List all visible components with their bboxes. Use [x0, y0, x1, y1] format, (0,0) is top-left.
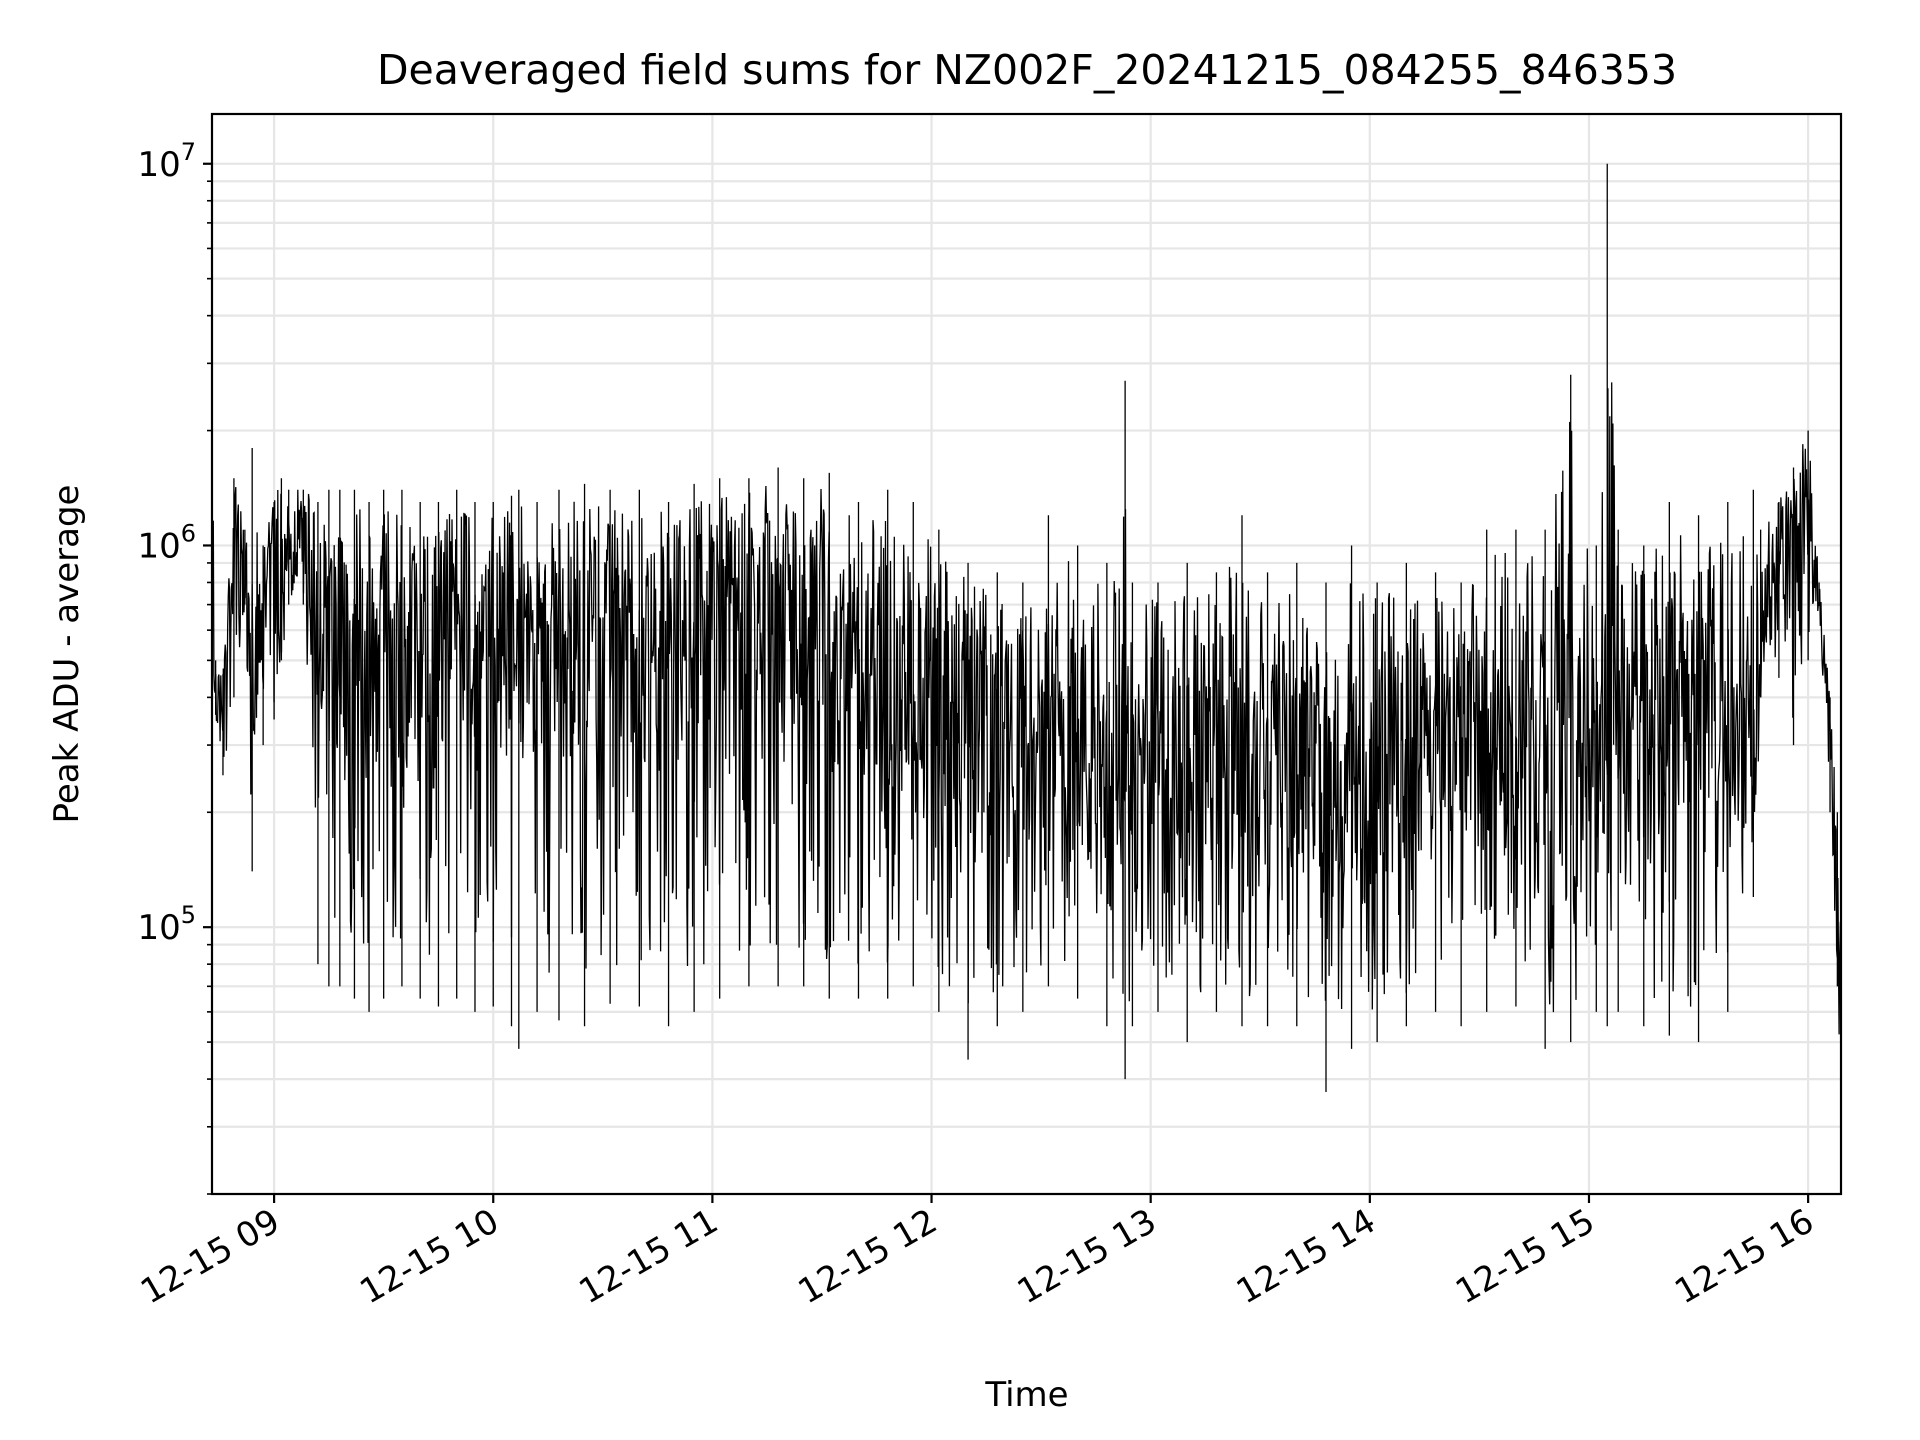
chart-title: Deaveraged field sums for NZ002F_2024121… [377, 46, 1677, 94]
x-axis-label: Time [984, 1375, 1068, 1415]
x-tick-label: 12-15 16 [1668, 1201, 1820, 1312]
y-tick-label: 107 [137, 138, 196, 185]
x-tick-label: 12-15 14 [1230, 1201, 1382, 1312]
x-tick-label: 12-15 15 [1449, 1201, 1601, 1312]
y-axis-label: Peak ADU - average [47, 485, 87, 824]
x-axis: 12-15 09 12-15 10 12-15 11 12-15 12 12-15 13… [134, 1194, 1821, 1312]
x-tick-label: 12-15 09 [134, 1201, 286, 1312]
x-tick-label: 12-15 11 [572, 1201, 724, 1312]
x-tick-label: 12-15 12 [792, 1201, 944, 1312]
plot-frame [210, 112, 1843, 1196]
y-tick-label: 106 [137, 519, 196, 566]
y-axis: 105 106 107 [137, 138, 212, 1195]
x-tick-label: 12-15 13 [1011, 1201, 1163, 1312]
data-series [211, 163, 1842, 1127]
series-line [211, 382, 1842, 1036]
y-tick-label: 105 [137, 901, 196, 948]
x-tick-label: 12-15 10 [353, 1201, 505, 1312]
